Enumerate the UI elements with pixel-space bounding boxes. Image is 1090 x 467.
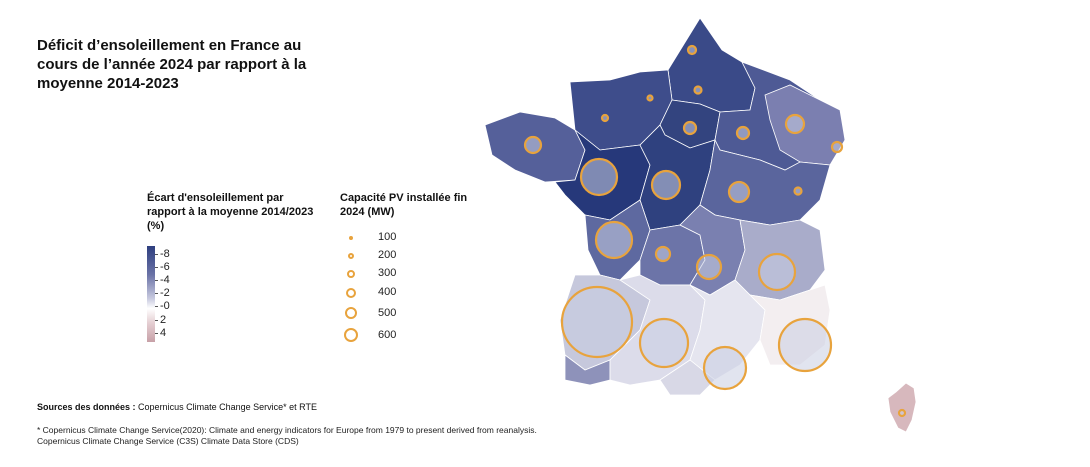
size-legend-circle xyxy=(348,253,354,259)
pv-bubble xyxy=(646,94,654,102)
pv-bubble xyxy=(654,245,672,263)
pv-bubble xyxy=(594,220,634,260)
map-title: Déficit d’ensoleillement en France au co… xyxy=(37,37,307,92)
color-legend-bar xyxy=(147,246,155,342)
color-legend-tick: -6 xyxy=(155,261,170,273)
pv-bubble xyxy=(777,317,833,373)
pv-bubble xyxy=(579,157,619,197)
pv-bubble xyxy=(686,44,698,56)
pv-bubble xyxy=(830,140,844,154)
sources-label: Sources des données : xyxy=(37,402,136,412)
size-legend-label: 600 xyxy=(378,329,397,341)
pv-bubble xyxy=(727,180,751,204)
pv-bubble xyxy=(702,345,748,391)
pv-bubble xyxy=(560,285,634,359)
size-legend-label: 100 xyxy=(378,231,397,243)
sources-line: Sources des données : Copernicus Climate… xyxy=(37,402,317,412)
size-legend-label: 200 xyxy=(378,249,397,261)
pv-bubble xyxy=(793,186,803,196)
color-legend-tick: 4 xyxy=(154,327,167,339)
pv-bubble xyxy=(523,135,543,155)
footnote: * Copernicus Climate Change Service(2020… xyxy=(37,425,537,446)
color-legend-tick: -2 xyxy=(155,287,170,299)
pv-bubble xyxy=(897,408,907,418)
pv-bubble xyxy=(757,252,797,292)
size-legend-label: 300 xyxy=(378,267,397,279)
pv-bubble xyxy=(735,125,751,141)
pv-bubble xyxy=(600,113,610,123)
sources-text: Copernicus Climate Change Service* et RT… xyxy=(138,402,317,412)
color-legend-tick: -4 xyxy=(155,274,170,286)
pv-bubble xyxy=(695,253,723,281)
size-legend-label: 500 xyxy=(378,307,397,319)
size-legend-title: Capacité PV installée fin 2024 (MW) xyxy=(340,192,468,218)
color-legend-tick: -8 xyxy=(155,248,170,260)
pv-bubble xyxy=(638,317,690,369)
region-pyrenees-orientales xyxy=(659,359,716,396)
region-hauts-de-france xyxy=(667,17,756,113)
color-legend-tick: 2 xyxy=(154,314,167,326)
pv-bubble xyxy=(682,120,698,136)
pv-bubble xyxy=(650,169,682,201)
size-legend-circle xyxy=(349,236,353,240)
color-legend-tick: -0 xyxy=(155,300,170,312)
size-legend-circle xyxy=(346,288,356,298)
size-legend-circle xyxy=(344,328,358,342)
color-legend-title: Écart d'ensoleillement par rapport à la … xyxy=(147,192,314,232)
size-legend-label: 400 xyxy=(378,286,397,298)
pv-bubble xyxy=(784,113,806,135)
size-legend-circle xyxy=(347,270,355,278)
pv-bubble xyxy=(693,85,703,95)
size-legend-circle xyxy=(345,307,357,319)
region-corse xyxy=(887,382,917,433)
